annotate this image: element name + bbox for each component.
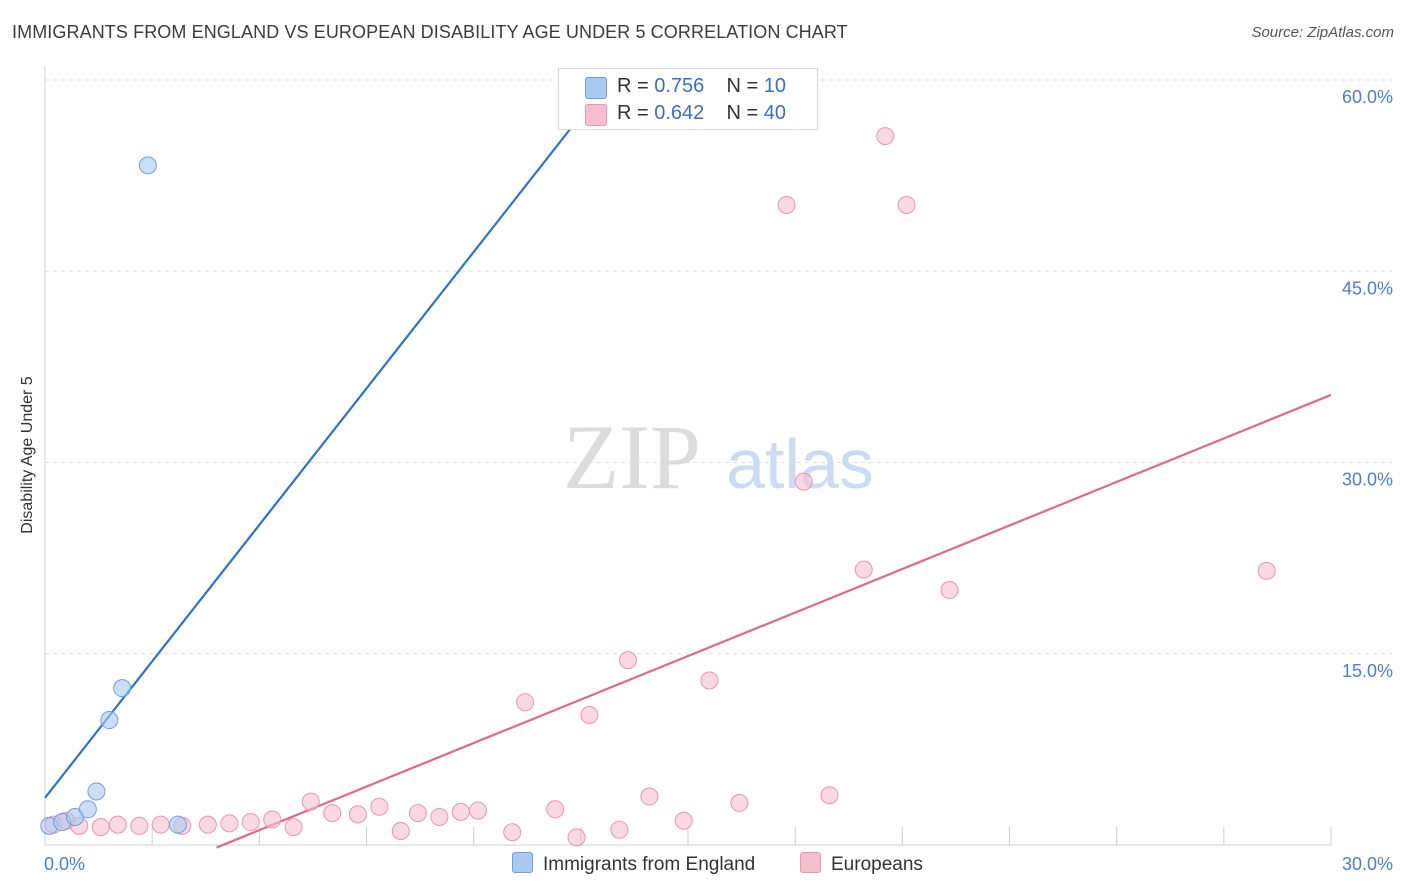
data-point-europeans <box>516 693 535 712</box>
data-point-europeans <box>610 820 629 839</box>
x-tick-label: 30.0% <box>1342 854 1393 874</box>
bottom-swatch-england <box>512 852 533 873</box>
legend-r-label-2: R = <box>617 102 655 124</box>
y-tick-label: 45.0% <box>1342 278 1393 298</box>
data-point-europeans <box>220 814 239 833</box>
data-point-england <box>168 815 187 834</box>
data-point-europeans <box>198 815 217 834</box>
watermark: ZIP atlas <box>563 406 874 508</box>
bottom-label-england: Immigrants from England <box>543 854 756 875</box>
data-point-europeans <box>451 802 470 821</box>
data-point-england <box>100 711 119 730</box>
data-point-europeans <box>1257 561 1276 580</box>
data-points <box>40 90 1276 847</box>
legend-r-value-2: 0.642 <box>654 102 705 124</box>
data-point-europeans <box>820 786 839 805</box>
data-point-europeans <box>348 805 367 824</box>
data-point-europeans <box>580 705 599 724</box>
axes <box>44 66 1332 846</box>
data-point-england <box>138 156 157 175</box>
data-point-europeans <box>241 813 260 832</box>
legend-r-label-1: R = <box>617 75 655 97</box>
data-point-europeans <box>370 797 389 816</box>
data-point-europeans <box>546 800 565 819</box>
bottom-legend-england: Immigrants from England <box>512 852 755 876</box>
data-point-europeans <box>91 818 110 837</box>
data-point-europeans <box>940 581 959 599</box>
trend-line-england <box>44 98 595 799</box>
watermark-atlas: atlas <box>726 425 874 503</box>
data-point-europeans <box>777 195 796 214</box>
data-point-europeans <box>108 815 127 834</box>
data-point-europeans <box>503 823 522 842</box>
legend-r-value-1: 0.756 <box>654 75 705 97</box>
data-point-europeans <box>430 807 449 826</box>
legend-n-label-2: N = <box>726 102 764 124</box>
tick-labels: 15.0% 30.0% 45.0% 60.0% 0.0% 30.0% <box>44 87 1393 874</box>
y-tick-label: 15.0% <box>1342 661 1393 681</box>
data-point-europeans <box>618 651 637 670</box>
data-point-europeans <box>854 560 873 579</box>
legend-row-europeans: R = 0.642 N = 40 <box>617 102 786 125</box>
data-point-europeans <box>730 793 749 812</box>
legend-n-value-1: 10 <box>763 75 787 97</box>
data-point-europeans <box>700 671 719 690</box>
data-point-europeans <box>301 792 320 811</box>
legend-n-label-1: N = <box>726 75 764 97</box>
data-point-europeans <box>794 472 813 491</box>
y-tick-label: 30.0% <box>1342 470 1393 490</box>
legend-swatch-england <box>585 77 607 99</box>
data-point-europeans <box>130 816 149 835</box>
grid-lines <box>45 79 1392 655</box>
x-tick-label: 0.0% <box>44 854 85 874</box>
legend-n-value-2: 40 <box>763 102 787 124</box>
legend-swatch-europeans <box>585 104 607 126</box>
data-point-europeans <box>284 818 303 837</box>
data-point-europeans <box>640 787 659 806</box>
data-point-england <box>113 679 132 698</box>
trend-line-europeans <box>216 393 1332 849</box>
watermark-zip: ZIP <box>563 406 701 508</box>
bottom-legend-europeans: Europeans <box>800 852 923 876</box>
data-point-europeans <box>408 804 427 823</box>
data-point-europeans <box>151 815 170 834</box>
bottom-label-europeans: Europeans <box>831 854 923 875</box>
data-point-europeans <box>468 801 487 820</box>
data-point-england <box>87 782 106 801</box>
source-label: Source: ZipAtlas.com <box>1251 24 1394 41</box>
data-point-europeans <box>323 804 342 823</box>
data-point-europeans <box>263 810 282 829</box>
correlation-legend: R = 0.756 N = 10 R = 0.642 N = 40 <box>558 68 818 130</box>
data-point-england <box>78 800 97 819</box>
data-point-europeans <box>391 821 410 840</box>
data-point-europeans <box>567 828 586 847</box>
trend-lines <box>44 98 1332 849</box>
data-point-europeans <box>897 195 916 214</box>
data-point-europeans <box>674 811 693 830</box>
legend-row-england: R = 0.756 N = 10 <box>617 75 786 98</box>
bottom-swatch-europeans <box>800 852 821 873</box>
y-tick-label: 60.0% <box>1342 87 1393 107</box>
data-point-europeans <box>876 127 895 146</box>
chart-title: IMMIGRANTS FROM ENGLAND VS EUROPEAN DISA… <box>12 22 848 42</box>
